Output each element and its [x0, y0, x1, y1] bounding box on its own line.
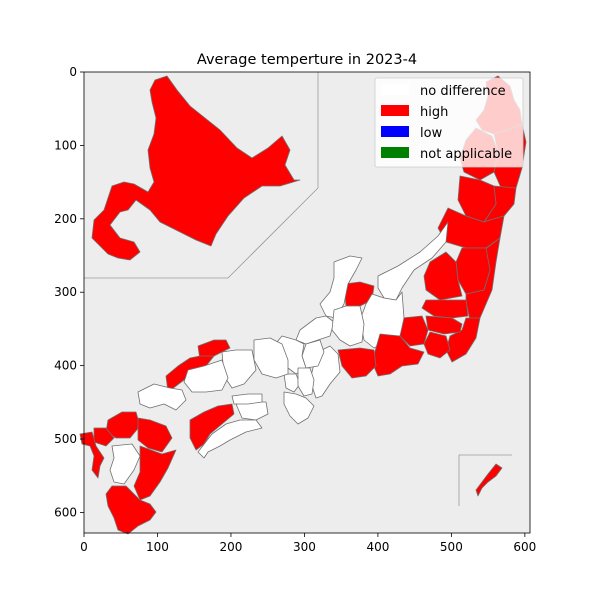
- x-tick-label: 300: [293, 540, 316, 554]
- x-tick-label: 400: [366, 540, 389, 554]
- y-tick-label: 400: [54, 359, 77, 373]
- legend: no difference high low not applicable: [374, 77, 524, 168]
- region-wakayama: [283, 391, 315, 425]
- y-tick-label: 300: [54, 285, 77, 299]
- region-gunma: [423, 251, 463, 301]
- legend-label-high: high: [420, 105, 448, 120]
- region-yamaguchi: [137, 383, 187, 411]
- axes-frame: [83, 71, 531, 534]
- x-tick-label: 200: [219, 540, 242, 554]
- region-oita: [137, 417, 173, 453]
- region-hokkaido: [91, 75, 301, 261]
- x-tick-label: 600: [513, 540, 536, 554]
- region-kagoshima: [105, 485, 157, 535]
- legend-label-no-difference: no difference: [420, 84, 506, 99]
- axis-ticks: 0 100 200 300 400 500 600 0 100 200 300 400 500 600: [54, 65, 536, 554]
- region-osaka: [283, 373, 301, 393]
- y-tick-label: 500: [54, 432, 77, 446]
- region-kochi: [197, 419, 263, 459]
- y-tick-label: 100: [54, 138, 77, 152]
- region-yamagata: [457, 175, 497, 223]
- x-tick-label: 500: [440, 540, 463, 554]
- region-nagasaki: [79, 431, 105, 479]
- region-gifu: [331, 305, 365, 347]
- legend-label-not-applicable: not applicable: [420, 147, 512, 162]
- chart-title: Average temperture in 2023-4: [197, 52, 417, 68]
- okinawa-inset-frame: [458, 454, 512, 506]
- y-tick-label: 0: [69, 65, 77, 79]
- region-shizuoka: [371, 333, 425, 377]
- y-tick-label: 200: [54, 212, 77, 226]
- region-nara: [297, 367, 315, 397]
- region-aichi: [337, 347, 377, 379]
- legend-swatch-not-applicable: [381, 147, 409, 158]
- region-saitama: [421, 299, 469, 319]
- x-tick-label: 100: [146, 540, 169, 554]
- hokkaido-inset-frame: [84, 72, 319, 279]
- x-tick-label: 0: [80, 540, 88, 554]
- legend-label-low: low: [420, 126, 443, 141]
- region-kumamoto: [109, 443, 141, 485]
- region-kagawa: [231, 393, 263, 405]
- legend-swatch-low: [381, 126, 409, 137]
- legend-swatch-high: [381, 105, 409, 116]
- region-okinawa: [475, 463, 503, 497]
- region-miyazaki: [133, 445, 177, 501]
- region-hiroshima: [183, 359, 229, 393]
- legend-swatch-no-difference: [381, 84, 409, 95]
- region-ehime: [189, 403, 235, 451]
- legend-box: [374, 77, 524, 168]
- region-hyogo: [253, 337, 289, 379]
- y-tick-label: 600: [54, 505, 77, 519]
